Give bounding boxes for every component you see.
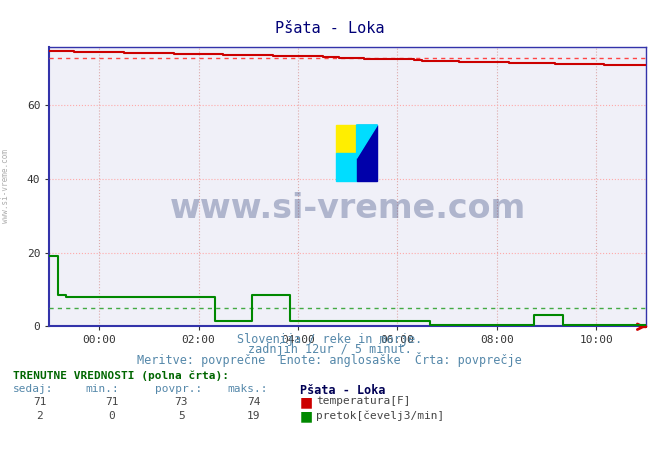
- Text: temperatura[F]: temperatura[F]: [316, 396, 411, 406]
- Text: 0: 0: [109, 411, 115, 421]
- Text: pretok[čevelj3/min]: pretok[čevelj3/min]: [316, 410, 445, 421]
- Text: zadnjih 12ur / 5 minut.: zadnjih 12ur / 5 minut.: [248, 343, 411, 356]
- Text: ■: ■: [300, 409, 313, 423]
- Text: www.si-vreme.com: www.si-vreme.com: [1, 150, 10, 223]
- Text: TRENUTNE VREDNOSTI (polna črta):: TRENUTNE VREDNOSTI (polna črta):: [13, 370, 229, 381]
- Text: 5: 5: [178, 411, 185, 421]
- Text: povpr.:: povpr.:: [155, 384, 202, 394]
- Bar: [335, 125, 357, 153]
- Text: 71: 71: [105, 397, 119, 407]
- Polygon shape: [357, 125, 378, 158]
- Text: 19: 19: [247, 411, 260, 421]
- Text: 71: 71: [33, 397, 46, 407]
- Text: Slovenija / reke in morje.: Slovenija / reke in morje.: [237, 333, 422, 346]
- Text: min.:: min.:: [86, 384, 119, 394]
- Text: maks.:: maks.:: [227, 384, 268, 394]
- Text: ■: ■: [300, 395, 313, 409]
- Text: www.si-vreme.com: www.si-vreme.com: [169, 192, 526, 225]
- Text: sedaj:: sedaj:: [13, 384, 53, 394]
- Text: 73: 73: [175, 397, 188, 407]
- Bar: [357, 125, 378, 181]
- Text: 2: 2: [36, 411, 43, 421]
- Bar: [335, 153, 357, 181]
- Text: Pšata - Loka: Pšata - Loka: [275, 21, 384, 36]
- Text: 74: 74: [247, 397, 260, 407]
- Text: Meritve: povprečne  Enote: anglosaške  Črta: povprečje: Meritve: povprečne Enote: anglosaške Črt…: [137, 352, 522, 367]
- Text: Pšata - Loka: Pšata - Loka: [300, 384, 386, 397]
